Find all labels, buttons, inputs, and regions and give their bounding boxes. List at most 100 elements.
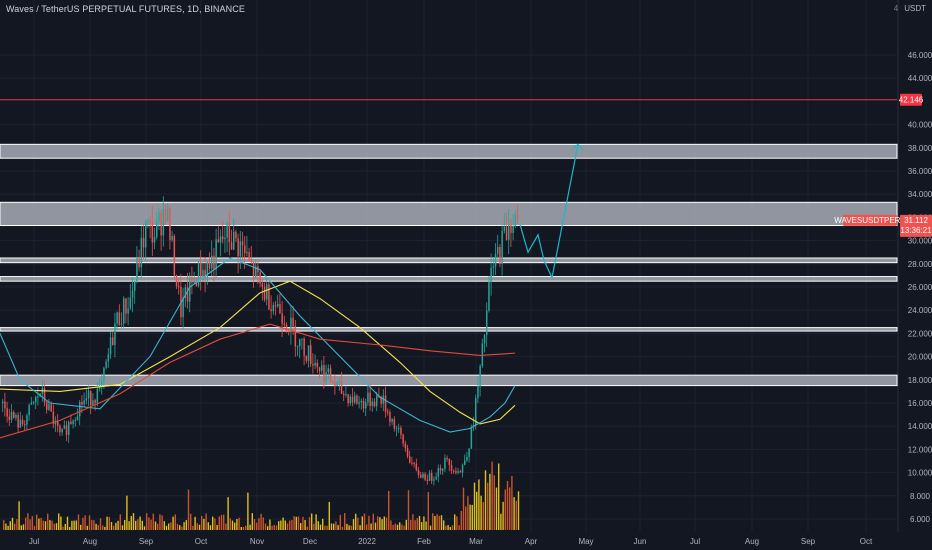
candle bbox=[514, 214, 517, 227]
candle bbox=[453, 470, 455, 472]
support-zone bbox=[0, 327, 898, 332]
candle bbox=[24, 424, 26, 426]
volume-bar bbox=[425, 521, 427, 530]
volume-bar bbox=[84, 515, 86, 530]
volume-bar bbox=[126, 495, 128, 530]
y-tick-label: 20.000 bbox=[908, 353, 932, 362]
volume-bar bbox=[473, 482, 476, 530]
candle bbox=[109, 337, 112, 355]
volume-bar bbox=[27, 513, 29, 530]
candle bbox=[422, 473, 424, 478]
volume-bar bbox=[36, 514, 38, 530]
volume-bar bbox=[484, 470, 487, 530]
volume-bar bbox=[465, 506, 467, 530]
candle bbox=[479, 365, 481, 387]
candle bbox=[288, 330, 290, 332]
volume-bar bbox=[498, 463, 500, 530]
candle bbox=[263, 286, 266, 300]
candle bbox=[70, 421, 72, 425]
last-price-label: 31.112 bbox=[904, 216, 928, 225]
candle bbox=[450, 465, 453, 471]
moving-average-line bbox=[0, 280, 516, 425]
candle bbox=[494, 253, 497, 267]
candle bbox=[72, 420, 74, 425]
candle bbox=[268, 284, 270, 310]
volume-bar bbox=[60, 516, 62, 530]
candle bbox=[413, 462, 415, 464]
candle bbox=[435, 476, 437, 480]
volume-bar bbox=[198, 524, 201, 530]
volume-bar bbox=[278, 521, 280, 530]
candle bbox=[486, 310, 488, 335]
support-zone bbox=[0, 201, 898, 227]
volume-bar bbox=[148, 517, 150, 530]
volume-bar bbox=[117, 520, 119, 530]
volume-bar bbox=[249, 524, 251, 530]
candle bbox=[336, 381, 338, 386]
volume-bar bbox=[99, 518, 102, 530]
candle bbox=[164, 209, 167, 222]
candle bbox=[235, 231, 237, 239]
volume-bar bbox=[282, 517, 284, 530]
x-tick-label: Apr bbox=[525, 537, 538, 546]
candle bbox=[217, 239, 220, 243]
volume-bar bbox=[491, 461, 493, 530]
currency-label[interactable]: 4 USDT bbox=[894, 4, 926, 13]
candle bbox=[387, 411, 389, 413]
volume-bar bbox=[317, 521, 319, 530]
volume-bar bbox=[480, 495, 482, 530]
volume-bar bbox=[275, 525, 278, 530]
volume-bar bbox=[344, 513, 346, 530]
volume-bar bbox=[176, 523, 179, 530]
candle bbox=[442, 468, 444, 471]
candle bbox=[343, 393, 345, 395]
x-tick-label: Mar bbox=[469, 537, 483, 546]
candle bbox=[455, 471, 457, 473]
symbol-title[interactable]: Waves / TetherUS PERPETUAL FUTURES, 1D, … bbox=[6, 4, 245, 14]
y-tick-label: 16.000 bbox=[908, 399, 932, 408]
candle bbox=[332, 381, 334, 384]
candle bbox=[497, 247, 499, 254]
candle bbox=[76, 416, 79, 421]
volume-bar bbox=[462, 487, 465, 530]
candle bbox=[384, 395, 387, 412]
candle bbox=[415, 463, 418, 470]
candle bbox=[134, 281, 136, 291]
volume-bar bbox=[500, 513, 502, 530]
candle bbox=[85, 398, 88, 401]
volume-bar bbox=[394, 523, 396, 530]
volume-bar bbox=[421, 522, 423, 530]
volume-bar bbox=[42, 520, 44, 530]
y-tick-label: 46.000 bbox=[908, 51, 932, 60]
candle bbox=[173, 235, 176, 276]
candle bbox=[237, 238, 239, 257]
candle bbox=[222, 236, 224, 240]
volume-bar bbox=[121, 525, 124, 530]
candle bbox=[81, 401, 83, 405]
volume-bar bbox=[374, 522, 377, 530]
candle bbox=[362, 400, 365, 409]
volume-bar bbox=[414, 520, 416, 530]
volume-bar bbox=[361, 516, 363, 530]
candle bbox=[30, 402, 33, 405]
volume-bar bbox=[297, 516, 300, 530]
volume-bar bbox=[14, 523, 16, 530]
x-tick-label: Aug bbox=[745, 537, 759, 546]
candle bbox=[406, 448, 409, 457]
candle bbox=[224, 237, 226, 240]
volume-bar bbox=[355, 513, 357, 530]
y-tick-label: 38.000 bbox=[908, 144, 932, 153]
candle bbox=[136, 258, 138, 282]
volume-bar bbox=[487, 482, 489, 530]
candle bbox=[125, 298, 127, 314]
volume-bar bbox=[240, 526, 242, 530]
candle bbox=[208, 261, 211, 269]
candle bbox=[149, 221, 151, 223]
candle bbox=[193, 279, 195, 283]
candle bbox=[233, 231, 235, 250]
volume-bar bbox=[506, 480, 509, 530]
volume-bar bbox=[181, 526, 183, 530]
projection-path bbox=[519, 144, 579, 280]
